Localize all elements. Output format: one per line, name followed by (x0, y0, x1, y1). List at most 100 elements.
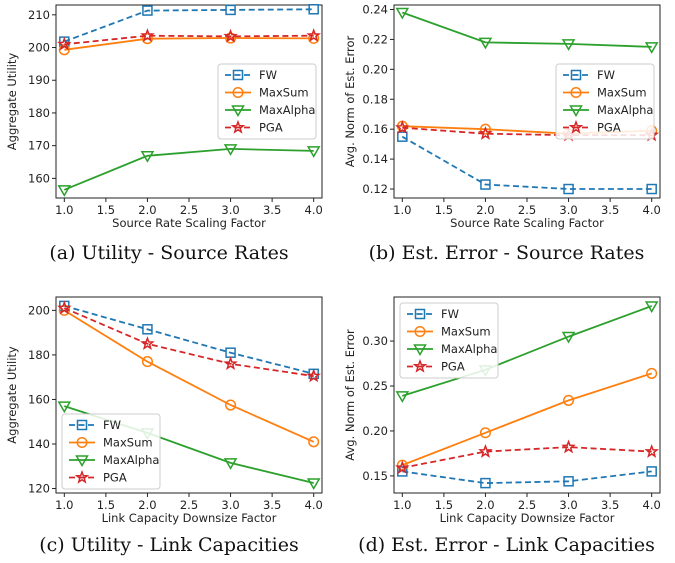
x-tick-label: 2.0 (138, 498, 156, 512)
data-point-pga (57, 36, 72, 51)
legend-label-fw: FW (441, 307, 459, 321)
data-point-maxalpha (395, 391, 410, 403)
x-tick-label: 3.0 (221, 203, 239, 217)
data-point-maxsum (225, 399, 237, 411)
data-point-fw (225, 4, 236, 16)
y-tick-label: 200 (28, 303, 50, 317)
data-point-maxalpha (306, 478, 321, 490)
data-point-pga (306, 368, 321, 383)
data-point-maxsum (141, 33, 153, 45)
y-tick-label: 0.15 (362, 469, 388, 483)
data-point-fw (480, 477, 491, 489)
y-tick-label: 120 (28, 482, 50, 496)
legend-label-maxsum: MaxSum (103, 436, 153, 450)
data-point-pga (395, 460, 410, 475)
series-line-maxsum (63, 309, 315, 443)
series-maxalpha (57, 144, 321, 197)
x-tick-label: 3.0 (559, 203, 577, 217)
series-fw (397, 131, 657, 195)
x-tick-label: 1.5 (97, 203, 115, 217)
data-point-maxalpha (223, 144, 238, 156)
x-tick-label: 2.5 (180, 498, 198, 512)
legend-box (61, 413, 161, 490)
data-point-maxsum (479, 123, 491, 135)
y-tick-label: 0.16 (362, 122, 388, 136)
y-tick-label: 0.22 (362, 32, 388, 46)
legend-label-maxsum: MaxSum (259, 86, 309, 100)
series-line-fw (402, 470, 652, 485)
legend-marker-maxalpha (569, 105, 583, 117)
legend-label-maxalpha: MaxAlpha (259, 103, 315, 117)
x-tick-label: 1.0 (55, 203, 73, 217)
data-point-fw (142, 5, 153, 16)
data-point-maxalpha (140, 151, 155, 163)
data-point-pga (478, 126, 493, 140)
chart-error-link-capacities: 1.0 1.5 2.0 2.5 3.0 3.5 4.0 0.15 0.20 0.25 0.30 Lin… (343, 296, 661, 525)
legend-marker-pga (568, 119, 584, 134)
data-point-fw (563, 183, 574, 195)
x-tick-label: 2.0 (476, 498, 494, 512)
legend-label-maxsum: MaxSum (441, 325, 491, 339)
y-tick-label: 160 (28, 392, 50, 406)
x-tick-label: 2.5 (518, 203, 536, 217)
caption-c: (c) Utility - Link Capacities (39, 534, 299, 556)
y-tick-label: 0.14 (362, 152, 388, 166)
x-tick-label: 4.0 (305, 498, 323, 512)
series-pga (395, 439, 659, 475)
y-tick-label: 160 (28, 171, 50, 185)
y-axis-label: Avg. Norm of Est. Error (343, 35, 357, 167)
y-tick-label: 0.25 (362, 379, 388, 393)
y-tick-label: 180 (28, 348, 50, 362)
data-point-pga (644, 443, 659, 458)
data-point-fw (397, 131, 408, 142)
legend-marker-maxsum (76, 436, 88, 449)
data-point-maxsum (58, 44, 70, 56)
data-point-fw (308, 4, 319, 15)
series-line-maxalpha (63, 147, 314, 191)
series-maxalpha (395, 7, 659, 54)
series-line-pga (402, 126, 652, 137)
legend-box (399, 302, 499, 379)
legend-marker-fw (570, 69, 582, 81)
chart-utility-link-capacities: 1.0 1.5 2.0 2.5 3.0 3.5 4.0 120 140 160 180 200 Link… (5, 296, 323, 525)
x-tick-label: 1.5 (435, 498, 453, 512)
data-point-fw (480, 179, 491, 190)
data-point-pga (223, 28, 238, 43)
x-tick-label: 1.5 (435, 203, 453, 217)
y-tick-label: 140 (28, 437, 50, 451)
series-line-fw (64, 305, 314, 375)
caption-d: (d) Est. Error - Link Capacities (358, 534, 655, 556)
legend-label-fw: FW (103, 418, 121, 432)
x-tick-label: 3.0 (221, 498, 239, 512)
panel-utility-link-capacities: 1.0 1.5 2.0 2.5 3.0 3.5 4.0 120 140 160 180 200 Link… (0, 281, 338, 563)
series-line-pga (64, 34, 314, 46)
x-tick-label: 2.5 (518, 498, 536, 512)
series-pga (57, 28, 321, 51)
x-tick-label: 1.0 (393, 498, 411, 512)
legend: FW MaxSum MaxAlpha PGA (217, 63, 317, 140)
data-point-maxsum (141, 356, 153, 368)
chart-utility-source-rates: 1.0 1.5 2.0 2.5 3.0 3.5 4.0 160 170 180 190 200 210 S… (5, 4, 323, 230)
series-line-pga (402, 446, 652, 469)
y-tick-label: 180 (28, 106, 50, 120)
data-point-maxalpha (57, 185, 72, 197)
legend-marker-maxsum (570, 86, 582, 99)
data-point-maxsum (646, 367, 658, 379)
data-point-maxsum (308, 436, 320, 448)
series-line-pga (63, 307, 314, 377)
legend-marker-pga (230, 119, 246, 134)
x-tick-label: 3.5 (263, 203, 281, 217)
y-axis-label: Aggregate Utility (5, 346, 19, 444)
x-tick-label: 3.0 (559, 498, 577, 512)
data-point-maxsum (479, 427, 491, 439)
legend-marker-pga (74, 469, 90, 484)
legend-label-pga: PGA (597, 121, 621, 135)
legend-marker-maxalpha (75, 455, 89, 467)
legend-marker-maxalpha (231, 105, 245, 117)
data-point-maxsum (563, 394, 575, 406)
panel-error-link-capacities: 1.0 1.5 2.0 2.5 3.0 3.5 4.0 0.15 0.20 0.25 0.30 Lin… (338, 281, 675, 563)
legend: FW MaxSum MaxAlpha PGA (399, 302, 499, 379)
legend: FW MaxSum MaxAlpha PGA (61, 413, 161, 490)
data-point-maxsum (308, 32, 320, 44)
y-axis-label: Aggregate Utility (5, 53, 19, 151)
